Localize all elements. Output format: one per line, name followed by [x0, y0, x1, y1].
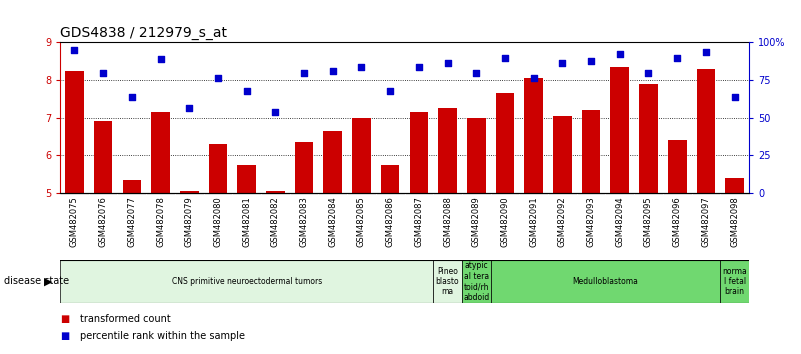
- Text: GSM482077: GSM482077: [127, 196, 136, 247]
- Bar: [380, 165, 400, 193]
- Point: [585, 58, 598, 64]
- Bar: [462, 260, 490, 303]
- Point: [211, 75, 224, 81]
- Bar: [65, 71, 84, 193]
- Bar: [151, 112, 170, 193]
- Point: [97, 70, 110, 75]
- Bar: [123, 180, 141, 193]
- Bar: [725, 178, 744, 193]
- Bar: [720, 260, 749, 303]
- Point: [556, 60, 569, 66]
- Text: Pineo
blasto
ma: Pineo blasto ma: [436, 267, 459, 296]
- Text: atypic
al tera
toid/rh
abdoid: atypic al tera toid/rh abdoid: [463, 261, 489, 302]
- Bar: [295, 142, 313, 193]
- Point: [699, 49, 712, 55]
- Text: GSM482081: GSM482081: [242, 196, 252, 247]
- Bar: [433, 260, 462, 303]
- Bar: [409, 112, 429, 193]
- Point: [728, 94, 741, 100]
- Bar: [553, 116, 572, 193]
- Point: [269, 109, 282, 115]
- Point: [326, 68, 339, 74]
- Text: transformed count: transformed count: [80, 314, 171, 324]
- Text: GSM482097: GSM482097: [702, 196, 710, 247]
- Text: norma
l fetal
brain: norma l fetal brain: [723, 267, 747, 296]
- Point: [298, 70, 311, 75]
- Point: [527, 75, 540, 81]
- Bar: [639, 84, 658, 193]
- Bar: [438, 108, 457, 193]
- Text: GSM482088: GSM482088: [443, 196, 452, 247]
- Text: GSM482096: GSM482096: [673, 196, 682, 247]
- Bar: [266, 191, 284, 193]
- Bar: [582, 110, 601, 193]
- Bar: [94, 121, 112, 193]
- Text: percentile rank within the sample: percentile rank within the sample: [80, 331, 245, 341]
- Text: CNS primitive neuroectodermal tumors: CNS primitive neuroectodermal tumors: [171, 277, 322, 286]
- Bar: [180, 191, 199, 193]
- Bar: [467, 118, 485, 193]
- Text: GSM482083: GSM482083: [300, 196, 308, 247]
- Point: [441, 60, 454, 66]
- Text: GSM482095: GSM482095: [644, 196, 653, 247]
- Bar: [60, 260, 433, 303]
- Text: GSM482090: GSM482090: [501, 196, 509, 247]
- Point: [670, 55, 683, 61]
- Bar: [490, 260, 720, 303]
- Text: GSM482084: GSM482084: [328, 196, 337, 247]
- Point: [470, 70, 483, 75]
- Bar: [496, 93, 514, 193]
- Bar: [525, 78, 543, 193]
- Point: [183, 105, 195, 111]
- Text: GSM482086: GSM482086: [385, 196, 395, 247]
- Text: disease state: disease state: [4, 276, 69, 286]
- Text: Medulloblastoma: Medulloblastoma: [573, 277, 638, 286]
- Point: [614, 51, 626, 57]
- Bar: [697, 69, 715, 193]
- Text: GSM482078: GSM482078: [156, 196, 165, 247]
- Text: GSM482092: GSM482092: [557, 196, 567, 247]
- Text: GSM482082: GSM482082: [271, 196, 280, 247]
- Bar: [352, 118, 371, 193]
- Text: ■: ■: [60, 331, 70, 341]
- Point: [642, 70, 655, 75]
- Point: [498, 55, 511, 61]
- Text: GSM482076: GSM482076: [99, 196, 107, 247]
- Point: [355, 64, 368, 70]
- Bar: [668, 140, 686, 193]
- Text: GSM482089: GSM482089: [472, 196, 481, 247]
- Text: GSM482080: GSM482080: [213, 196, 223, 247]
- Text: GSM482093: GSM482093: [586, 196, 596, 247]
- Point: [68, 47, 81, 53]
- Text: GSM482079: GSM482079: [185, 196, 194, 247]
- Text: GSM482087: GSM482087: [414, 196, 424, 247]
- Text: GSM482094: GSM482094: [615, 196, 624, 247]
- Bar: [324, 131, 342, 193]
- Point: [413, 64, 425, 70]
- Point: [126, 94, 139, 100]
- Bar: [208, 144, 227, 193]
- Text: GSM482085: GSM482085: [357, 196, 366, 247]
- Text: GSM482075: GSM482075: [70, 196, 79, 247]
- Point: [154, 57, 167, 62]
- Bar: [610, 67, 629, 193]
- Text: ▶: ▶: [43, 276, 52, 286]
- Text: ■: ■: [60, 314, 70, 324]
- Bar: [237, 165, 256, 193]
- Text: GDS4838 / 212979_s_at: GDS4838 / 212979_s_at: [60, 26, 227, 40]
- Point: [384, 88, 396, 94]
- Text: GSM482098: GSM482098: [730, 196, 739, 247]
- Point: [240, 88, 253, 94]
- Text: GSM482091: GSM482091: [529, 196, 538, 247]
